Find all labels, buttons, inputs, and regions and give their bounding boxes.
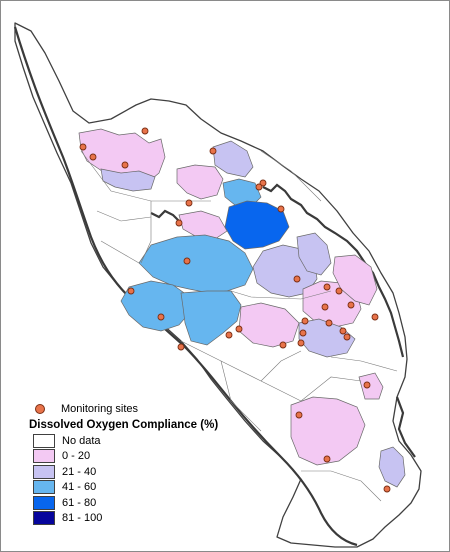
catchment-0-20-centre-west bbox=[178, 210, 228, 240]
monitoring-site bbox=[225, 331, 233, 339]
monitoring-site bbox=[279, 341, 287, 349]
legend-class-row: 21 - 40 bbox=[29, 464, 229, 480]
monitoring-site bbox=[185, 199, 193, 207]
monitoring-site bbox=[301, 317, 309, 325]
catchment-41-60-west bbox=[120, 280, 192, 332]
legend-sites-row: Monitoring sites bbox=[29, 401, 229, 417]
monitoring-site bbox=[323, 455, 331, 463]
legend-class-label: No data bbox=[62, 434, 101, 447]
catchment-0-20-east-coast bbox=[358, 372, 384, 400]
catchment-21-40-north bbox=[212, 140, 254, 178]
monitoring-site bbox=[177, 343, 185, 351]
legend-title: Dissolved Oxygen Compliance (%) bbox=[29, 419, 219, 431]
legend-class-row: No data bbox=[29, 433, 229, 449]
catchment-0-20-north bbox=[176, 164, 224, 200]
legend-class-row: 61 - 80 bbox=[29, 495, 229, 511]
catchment-boundaries bbox=[80, 150, 398, 502]
monitoring-site bbox=[299, 329, 307, 337]
legend-class-label: 61 - 80 bbox=[62, 496, 97, 509]
catchment-61-80-centre bbox=[224, 200, 290, 250]
catchment-41-60-southwest bbox=[180, 290, 242, 346]
legend-sites-label: Monitoring sites bbox=[61, 403, 139, 415]
monitoring-site bbox=[325, 319, 333, 327]
monitoring-site bbox=[235, 325, 243, 333]
legend-class-label: 41 - 60 bbox=[62, 481, 97, 494]
catchment-0-20-east-2 bbox=[332, 254, 378, 306]
legend-swatch-81-100 bbox=[33, 511, 55, 526]
map-legend: Monitoring sites Dissolved Oxygen Compli… bbox=[29, 401, 229, 526]
monitoring-site bbox=[277, 205, 285, 213]
legend-class-label: 81 - 100 bbox=[62, 512, 103, 525]
catchment-41-60-centre bbox=[138, 234, 254, 294]
monitoring-site bbox=[157, 313, 165, 321]
monitoring-site bbox=[363, 381, 371, 389]
catchment-21-40-northwest bbox=[100, 168, 156, 192]
monitoring-site bbox=[127, 287, 135, 295]
legend-class-label: 21 - 40 bbox=[62, 465, 97, 478]
catchment-polygons bbox=[78, 128, 406, 488]
catchment-21-40-east-2 bbox=[296, 232, 332, 276]
monitoring-site bbox=[339, 327, 347, 335]
legend-swatch-61-80 bbox=[33, 495, 55, 510]
monitoring-site bbox=[79, 143, 87, 151]
monitoring-site bbox=[259, 179, 267, 187]
catchment-0-20-northwest bbox=[78, 128, 166, 186]
monitoring-site bbox=[255, 183, 263, 191]
monitoring-site bbox=[343, 333, 351, 341]
monitoring-site bbox=[89, 153, 97, 161]
legend-swatch-no-data bbox=[33, 433, 55, 448]
monitoring-site bbox=[141, 127, 149, 135]
monitoring-site bbox=[323, 283, 331, 291]
monitoring-site bbox=[371, 313, 379, 321]
monitoring-site bbox=[297, 339, 305, 347]
monitoring-site bbox=[383, 485, 391, 493]
legend-class-row: 0 - 20 bbox=[29, 449, 229, 465]
legend-swatch-0-20 bbox=[33, 449, 55, 464]
monitoring-site bbox=[295, 411, 303, 419]
monitoring-site bbox=[209, 147, 217, 155]
monitoring-site bbox=[175, 219, 183, 227]
monitoring-site bbox=[347, 301, 355, 309]
monitoring-site bbox=[293, 275, 301, 283]
monitoring-sites bbox=[79, 127, 391, 493]
legend-class-label: 0 - 20 bbox=[62, 450, 91, 463]
monitoring-site bbox=[321, 303, 329, 311]
monitoring-site-icon bbox=[35, 404, 45, 414]
monitoring-site bbox=[183, 257, 191, 265]
catchment-0-20-south bbox=[290, 396, 366, 466]
legend-swatch-21-40 bbox=[33, 464, 55, 479]
legend-swatch-41-60 bbox=[33, 480, 55, 495]
legend-class-row: 41 - 60 bbox=[29, 480, 229, 496]
monitoring-site bbox=[335, 287, 343, 295]
monitoring-site bbox=[121, 161, 129, 169]
legend-class-row: 81 - 100 bbox=[29, 511, 229, 527]
catchment-21-40-southeast-coast bbox=[378, 446, 406, 488]
catchment-0-20-centre-south bbox=[238, 302, 300, 348]
